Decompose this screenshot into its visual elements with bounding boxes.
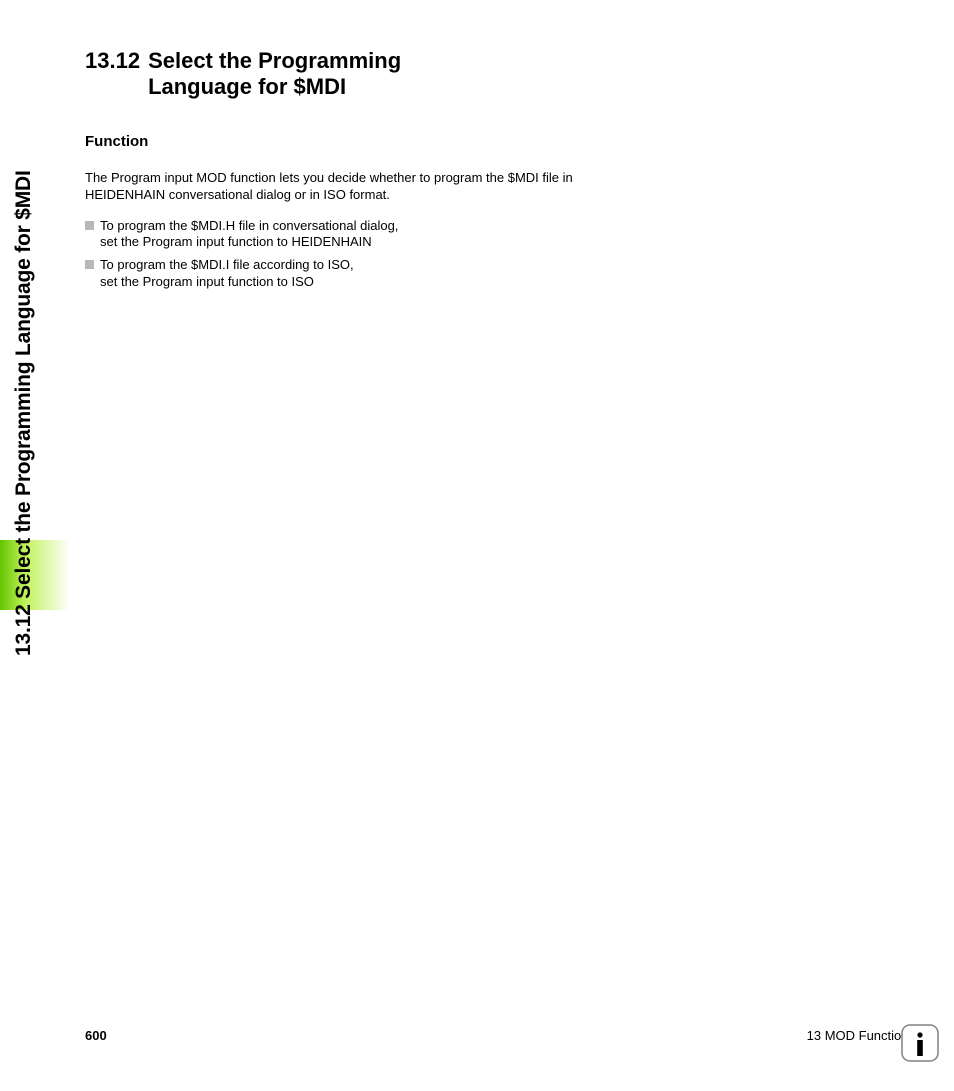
bullet-line1: To program the $MDI.I file according to … bbox=[100, 257, 354, 272]
section-heading: 13.12 Select the Programming Language fo… bbox=[85, 48, 605, 101]
page-footer: 600 13 MOD Functions bbox=[85, 1028, 915, 1043]
section-number: 13.12 bbox=[85, 48, 140, 74]
intro-paragraph: The Program input MOD function lets you … bbox=[85, 170, 605, 204]
bullet-line2: set the Program input function to ISO bbox=[100, 274, 314, 289]
bullet-marker-icon bbox=[85, 260, 94, 269]
chapter-reference: 13 MOD Functions bbox=[807, 1028, 915, 1043]
bullet-line2: set the Program input function to HEIDEN… bbox=[100, 234, 372, 249]
bullet-text: To program the $MDI.H file in conversati… bbox=[100, 218, 398, 252]
bullet-marker-icon bbox=[85, 221, 94, 230]
bullet-list: To program the $MDI.H file in conversati… bbox=[85, 218, 605, 292]
section-title-line1: Select the Programming bbox=[148, 48, 401, 73]
side-tab-title: 13.12 Select the Programming Language fo… bbox=[12, 170, 36, 656]
bullet-line1: To program the $MDI.H file in conversati… bbox=[100, 218, 398, 233]
bullet-text: To program the $MDI.I file according to … bbox=[100, 257, 354, 291]
section-title-line2: Language for $MDI bbox=[148, 74, 346, 99]
page: 13.12 Select the Programming Language fo… bbox=[0, 0, 954, 1091]
section-title: Select the Programming Language for $MDI bbox=[148, 48, 401, 101]
subheading-function: Function bbox=[85, 133, 605, 150]
info-icon bbox=[900, 1023, 940, 1063]
list-item: To program the $MDI.H file in conversati… bbox=[85, 218, 605, 252]
page-number: 600 bbox=[85, 1028, 107, 1043]
list-item: To program the $MDI.I file according to … bbox=[85, 257, 605, 291]
main-content: 13.12 Select the Programming Language fo… bbox=[85, 48, 605, 297]
